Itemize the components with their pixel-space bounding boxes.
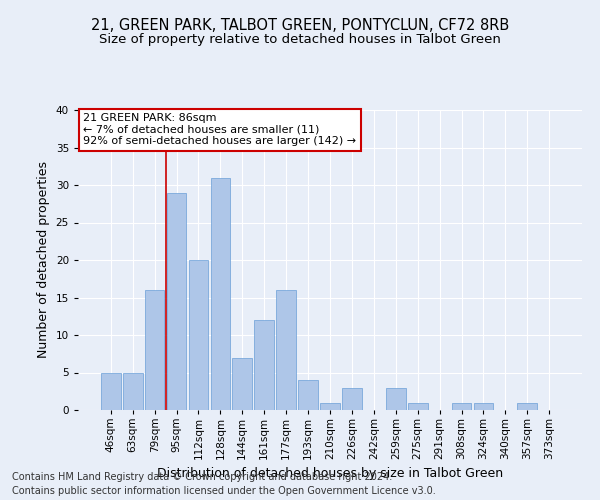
Bar <box>408 402 428 410</box>
Bar <box>167 192 187 410</box>
Bar <box>123 372 143 410</box>
Text: Size of property relative to detached houses in Talbot Green: Size of property relative to detached ho… <box>99 32 501 46</box>
Bar <box>342 388 362 410</box>
Bar <box>452 402 472 410</box>
Bar <box>211 178 230 410</box>
Bar <box>101 372 121 410</box>
Bar <box>232 358 252 410</box>
Bar <box>320 402 340 410</box>
Text: 21, GREEN PARK, TALBOT GREEN, PONTYCLUN, CF72 8RB: 21, GREEN PARK, TALBOT GREEN, PONTYCLUN,… <box>91 18 509 32</box>
Text: Contains HM Land Registry data © Crown copyright and database right 2024.: Contains HM Land Registry data © Crown c… <box>12 472 392 482</box>
Y-axis label: Number of detached properties: Number of detached properties <box>37 162 50 358</box>
Bar <box>517 402 537 410</box>
Text: 21 GREEN PARK: 86sqm
← 7% of detached houses are smaller (11)
92% of semi-detach: 21 GREEN PARK: 86sqm ← 7% of detached ho… <box>83 113 356 146</box>
Bar <box>145 290 164 410</box>
X-axis label: Distribution of detached houses by size in Talbot Green: Distribution of detached houses by size … <box>157 468 503 480</box>
Bar <box>188 260 208 410</box>
Bar <box>386 388 406 410</box>
Text: Contains public sector information licensed under the Open Government Licence v3: Contains public sector information licen… <box>12 486 436 496</box>
Bar <box>254 320 274 410</box>
Bar <box>298 380 318 410</box>
Bar <box>276 290 296 410</box>
Bar <box>473 402 493 410</box>
